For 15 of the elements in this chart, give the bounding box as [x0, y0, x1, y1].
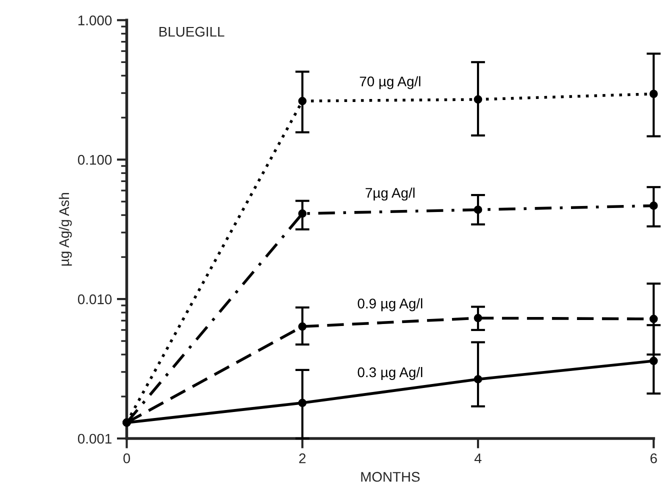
annotation: BLUEGILL: [159, 26, 224, 37]
x-tick-label: 6: [650, 453, 657, 464]
x-tick-label: 2: [299, 453, 306, 464]
y-tick-label: 1.000: [78, 15, 112, 26]
y-axis-title: µg Ag/g Ash: [58, 193, 72, 266]
y-tick-label: 0.001: [78, 434, 112, 444]
series-label: 0.3 µg Ag/l: [358, 367, 422, 380]
x-tick-label: 0: [123, 453, 130, 464]
series-label: 0.9 µg Ag/l: [358, 298, 422, 312]
y-tick-label: 0.100: [78, 154, 112, 165]
series-label: 7µg Ag/l: [366, 188, 415, 201]
x-tick-label: 4: [474, 454, 482, 464]
x-axis-title: MONTHS: [361, 472, 420, 482]
y-tick-label: 0.010: [78, 294, 112, 304]
series-label: 70 µg Ag/l: [360, 76, 420, 90]
